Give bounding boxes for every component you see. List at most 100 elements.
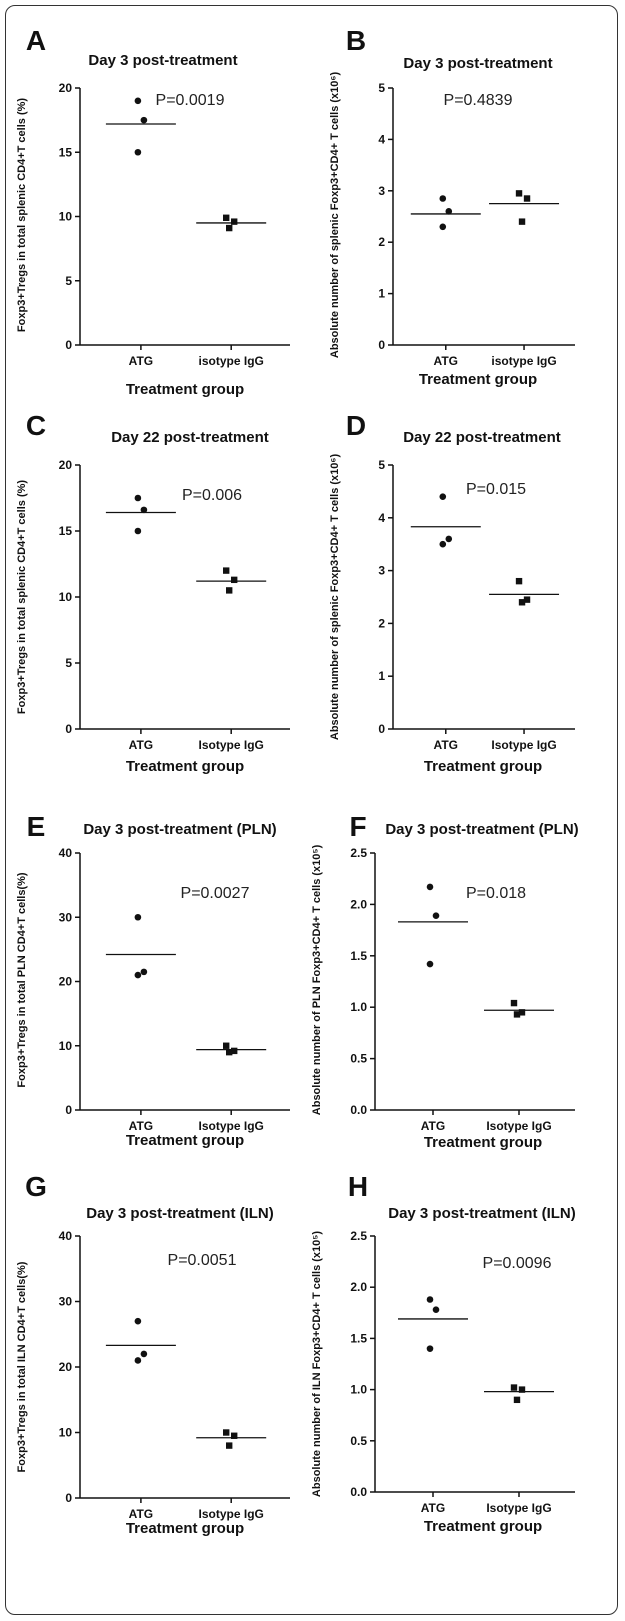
x-axis-label: Treatment group xyxy=(424,1518,542,1535)
p-value: P=0.015 xyxy=(466,481,526,498)
panel-b: B Day 3 post-treatment 0 1 2 3 4 5 ATG isotype Ig… xyxy=(329,25,575,388)
data-point xyxy=(426,883,434,891)
p-value: P=0.006 xyxy=(182,487,242,504)
x-tick-label: ATG xyxy=(129,1119,153,1133)
data-point xyxy=(515,577,523,585)
panel-letter: C xyxy=(26,410,46,441)
y-tick-label: 1.5 xyxy=(350,1331,367,1345)
y-axis-label: Foxp3+Tregs in total ILN CD4+T cells(%) xyxy=(16,1261,28,1472)
y-axis-label: Absolute number of PLN Foxp3+CD4+ T cell… xyxy=(311,844,323,1115)
y-tick-label: 1.5 xyxy=(350,949,367,963)
y-tick-label: 2 xyxy=(378,616,385,630)
data-point xyxy=(523,596,531,603)
p-value: P=0.018 xyxy=(466,885,526,902)
data-point xyxy=(226,224,233,232)
y-tick-label: 30 xyxy=(59,910,73,924)
x-tick-label: ATG xyxy=(421,1501,445,1515)
data-point xyxy=(439,223,447,231)
data-point xyxy=(134,913,142,921)
x-axis-label: Treatment group xyxy=(126,1520,244,1537)
panel-c: C Day 22 post-treatment 0 5 10 15 20 ATG Isotype… xyxy=(16,410,290,775)
data-point xyxy=(134,97,142,105)
data-point xyxy=(226,1442,233,1449)
data-point xyxy=(515,190,523,197)
y-tick-label: 2.5 xyxy=(350,1229,367,1243)
panel-title: Day 3 post-treatment (PLN) xyxy=(83,821,276,838)
y-axis-label: Foxp3+Tregs in total PLN CD4+T cells(%) xyxy=(16,872,28,1087)
y-tick-label: 3 xyxy=(378,564,385,578)
data-point xyxy=(134,148,142,156)
y-tick-label: 0 xyxy=(65,338,72,352)
data-point xyxy=(140,506,148,514)
panel-d: D Day 22 post-treatment 0 1 2 3 4 5 ATG Isotype I… xyxy=(329,410,575,775)
data-point xyxy=(518,599,526,606)
data-point xyxy=(134,527,142,535)
y-tick-label: 0 xyxy=(65,1103,72,1117)
panel-title: Day 3 post-treatment (ILN) xyxy=(86,1205,274,1222)
panel-title: Day 22 post-treatment xyxy=(111,429,269,446)
data-point xyxy=(223,1429,230,1436)
y-axis-label: Absolute number of splenic Foxp3+CD4+ T … xyxy=(329,72,341,359)
data-point xyxy=(223,214,230,221)
y-tick-label: 1 xyxy=(378,669,385,683)
y-tick-label: 20 xyxy=(59,81,73,95)
data-point xyxy=(134,494,142,502)
y-tick-label: 1.0 xyxy=(350,1383,367,1397)
y-tick-label: 15 xyxy=(59,145,73,159)
y-tick-label: 5 xyxy=(65,656,72,670)
data-point xyxy=(523,195,531,202)
x-tick-label: ATG xyxy=(421,1119,445,1133)
y-tick-label: 2.5 xyxy=(350,846,367,860)
panel-letter: G xyxy=(25,1171,47,1202)
y-tick-label: 10 xyxy=(59,590,73,604)
y-tick-label: 10 xyxy=(59,210,73,224)
x-axis-label: Treatment group xyxy=(424,758,542,775)
data-point xyxy=(134,1317,142,1325)
y-axis-label: Foxp3+Tregs in total splenic CD4+T cells… xyxy=(16,480,28,714)
x-axis-label: Treatment group xyxy=(126,381,244,398)
x-tick-label: ATG xyxy=(129,1507,153,1521)
data-point xyxy=(231,218,238,225)
data-point xyxy=(226,587,233,594)
p-value: P=0.0019 xyxy=(156,92,225,109)
y-tick-label: 4 xyxy=(378,132,385,146)
data-point xyxy=(439,540,447,548)
data-point xyxy=(140,116,148,124)
x-axis-label: Treatment group xyxy=(126,1132,244,1149)
data-point xyxy=(518,1009,526,1016)
panel-h: H Day 3 post-treatment (ILN) 0.0 0.5 1.0 1.5 2… xyxy=(311,1171,576,1535)
panel-letter: E xyxy=(27,811,46,842)
y-tick-label: 0 xyxy=(378,722,385,736)
panel-title: Day 3 post-treatment xyxy=(403,55,552,72)
y-tick-label: 0.5 xyxy=(350,1434,367,1448)
y-tick-label: 0.5 xyxy=(350,1052,367,1066)
data-point xyxy=(510,1384,518,1391)
data-point xyxy=(140,1350,148,1358)
data-point xyxy=(518,218,526,225)
panel-title: Day 3 post-treatment (ILN) xyxy=(388,1205,576,1222)
figure-frame xyxy=(5,5,618,1615)
x-tick-label: Isotype IgG xyxy=(486,1501,551,1515)
x-tick-label: ATG xyxy=(129,354,153,368)
data-point xyxy=(513,1011,521,1018)
data-point xyxy=(231,576,238,584)
y-tick-label: 0 xyxy=(65,722,72,736)
y-tick-label: 0.0 xyxy=(350,1103,367,1117)
y-tick-label: 2 xyxy=(378,235,385,249)
data-point xyxy=(223,567,230,574)
y-tick-label: 10 xyxy=(59,1426,73,1440)
y-tick-label: 5 xyxy=(65,274,72,288)
x-axis-label: Treatment group xyxy=(424,1134,542,1151)
data-point xyxy=(231,1432,238,1439)
y-axis-label: Foxp3+Tregs in total splenic CD4+T cells… xyxy=(16,98,28,332)
y-tick-label: 0 xyxy=(65,1491,72,1505)
y-tick-label: 20 xyxy=(59,975,73,989)
data-point xyxy=(518,1386,526,1393)
y-tick-label: 10 xyxy=(59,1039,73,1053)
x-tick-label: Isotype IgG xyxy=(199,1507,264,1521)
y-tick-label: 0 xyxy=(378,338,385,352)
data-point xyxy=(426,1296,434,1303)
x-axis-label: Treatment group xyxy=(419,371,537,388)
data-point xyxy=(439,195,447,202)
